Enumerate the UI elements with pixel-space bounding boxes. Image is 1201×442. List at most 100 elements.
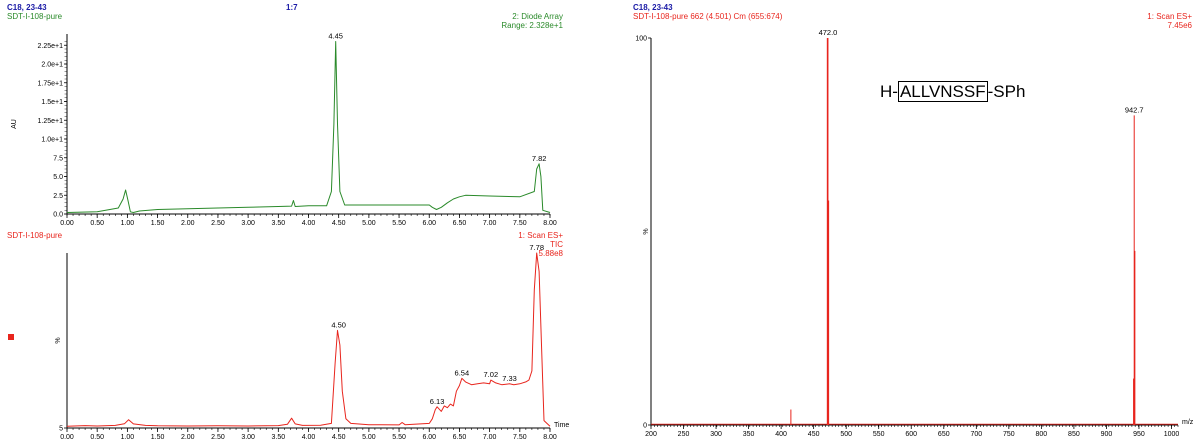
ms-x-tick-label: 600: [905, 431, 917, 438]
left-sample-label: SDT-I-108-pure: [7, 12, 63, 21]
peptide-prefix: H-: [880, 82, 898, 101]
tic-x-tick-label: 5.00: [362, 434, 376, 441]
tic-y-tick-label: 5: [59, 426, 63, 433]
uv-peak-label: 7.82: [532, 154, 547, 163]
ms-x-tick-label: 850: [1068, 431, 1080, 438]
tic-peak-label: 4.50: [331, 320, 346, 329]
tic-trace-line: [66, 252, 551, 427]
uv-y-tick-label: 1.75e+1: [38, 80, 64, 87]
ms-detector-label: 1: Scan ES+: [1147, 12, 1192, 21]
uv-x-tick-label: 4.50: [332, 220, 346, 227]
tic-x-tick-label: 6.50: [453, 434, 467, 441]
uv-x-tick-label: 1.50: [151, 220, 165, 227]
left-method-label: C18, 23-43: [7, 3, 47, 12]
ms-x-tick-label: 350: [743, 431, 755, 438]
tic-x-tick-label: 2.50: [211, 434, 225, 441]
tic-x-tick-label: 7.00: [483, 434, 497, 441]
uv-y-tick-label: 1.5e+1: [41, 99, 63, 106]
uv-x-tick-label: 5.50: [392, 220, 406, 227]
uv-x-tick-label: 3.00: [241, 220, 255, 227]
ms-x-tick-label: 750: [1003, 431, 1015, 438]
tic-y-axis-label: %: [55, 337, 62, 343]
tic-x-tick-label: 2.00: [181, 434, 195, 441]
ms-x-tick-label: 1000: [1164, 431, 1180, 438]
uv-y-tick-label: 1.0e+1: [41, 137, 63, 144]
tic-peak-label: 6.13: [430, 397, 445, 406]
ms-y-axis-label: %: [643, 228, 650, 234]
tic-type-label: TIC: [550, 240, 563, 249]
tic-x-tick-label: 4.50: [332, 434, 346, 441]
tic-x-tick-label: 0.00: [60, 434, 74, 441]
uv-x-tick-label: 6.50: [453, 220, 467, 227]
ms-peak-label: 472.0: [819, 28, 838, 37]
tic-x-tick-label: 3.00: [241, 434, 255, 441]
tic-x-tick-label: 0.50: [90, 434, 104, 441]
tic-peak-label: 6.54: [455, 368, 470, 377]
scan-info-label: SDT-I-108-pure 662 (4.501) Cm (655:674): [633, 12, 783, 21]
uv-x-tick-label: 4.00: [302, 220, 316, 227]
peptide-core-sequence: ALLVNSSF: [897, 81, 988, 102]
ms-x-tick-label: 550: [873, 431, 885, 438]
ms-y-tick-label: 0: [643, 423, 647, 430]
red-square-marker: [8, 334, 14, 340]
tic-chromatogram-chart: 0.00 0.50 1.00 1.50 2.00 2.50 3.00 3.50 4.00 4.50…: [55, 243, 569, 441]
tic-x-tick-label: 1.50: [151, 434, 165, 441]
uv-detector-label: 2: Diode Array: [512, 12, 563, 21]
ms-intensity-label: 7.45e6: [1167, 21, 1192, 30]
uv-x-tick-label: 8.00: [543, 220, 557, 227]
ms-x-tick-label: 200: [645, 431, 657, 438]
tic-peak-label: 7.33: [502, 374, 517, 383]
ms-x-tick-label: 300: [710, 431, 722, 438]
tic-x-tick-label: 7.50: [513, 434, 527, 441]
uv-x-tick-label: 2.00: [181, 220, 195, 227]
uv-chromatogram-chart: 0.00 0.50 1.00 1.50 2.00 2.50 3.00 3.50 4.00 4.50…: [11, 32, 557, 228]
uv-range-label: Range: 2.328e+1: [501, 21, 563, 30]
ms-x-tick-label: 700: [970, 431, 982, 438]
ms-x-tick-label: 800: [1036, 431, 1048, 438]
uv-x-tick-label: 0.00: [60, 220, 74, 227]
ms-x-tick-label: 900: [1101, 431, 1113, 438]
uv-peak-label: 4.45: [328, 32, 343, 41]
tic-sample-label: SDT-I-108-pure: [7, 231, 63, 240]
uv-y-tick-label: 7.5: [53, 155, 63, 162]
ms-x-axis-label: m/z: [1182, 419, 1194, 426]
ms-x-tick-label: 950: [1133, 431, 1145, 438]
uv-y-tick-label: 1.25e+1: [38, 118, 64, 125]
tic-x-tick-label: 1.00: [121, 434, 135, 441]
tic-x-tick-label: 5.50: [392, 434, 406, 441]
ms-peak-label: 942.7: [1125, 105, 1144, 114]
ms-x-tick-label: 500: [840, 431, 852, 438]
peptide-suffix: -SPh: [987, 82, 1026, 101]
tic-x-tick-label: 4.00: [302, 434, 316, 441]
uv-y-tick-label: 2.0e+1: [41, 62, 63, 69]
tic-x-axis-label: Time: [554, 422, 569, 429]
uv-x-tick-label: 0.50: [90, 220, 104, 227]
uv-x-tick-label: 7.50: [513, 220, 527, 227]
ms-x-tick-label: 650: [938, 431, 950, 438]
ms-y-tick-label: 100: [635, 36, 647, 43]
tic-x-tick-label: 3.50: [272, 434, 286, 441]
uv-y-tick-label: 5.0: [53, 174, 63, 181]
uv-y-tick-label: 0.0: [53, 212, 63, 219]
uv-trace-line: [66, 41, 551, 213]
tic-peak-label: 7.02: [484, 370, 499, 379]
ms-x-tick-label: 250: [678, 431, 690, 438]
uv-x-tick-label: 7.00: [483, 220, 497, 227]
tic-peak-label: 7.78: [529, 243, 544, 252]
uv-x-tick-label: 3.50: [272, 220, 286, 227]
tic-x-tick-label: 8.00: [543, 434, 557, 441]
ratio-label: 1:7: [286, 3, 298, 12]
uv-x-tick-label: 2.50: [211, 220, 225, 227]
uv-x-tick-label: 1.00: [121, 220, 135, 227]
uv-y-tick-label: 2.25e+1: [38, 43, 64, 50]
uv-y-tick-label: 2.5: [53, 193, 63, 200]
tic-x-tick-label: 6.00: [422, 434, 436, 441]
peptide-sequence-label: H- ALLVNSSF -SPh: [880, 81, 1026, 102]
mass-spectrum-chart: 200 250 300 350 400 450 500 550 600 650 700 750 800 8…: [635, 28, 1193, 438]
ms-x-tick-label: 450: [808, 431, 820, 438]
right-method-label: C18, 23-43: [633, 3, 673, 12]
uv-x-tick-label: 5.00: [362, 220, 376, 227]
ms-x-tick-label: 400: [775, 431, 787, 438]
tic-intensity-label: 5.88e8: [538, 249, 563, 258]
